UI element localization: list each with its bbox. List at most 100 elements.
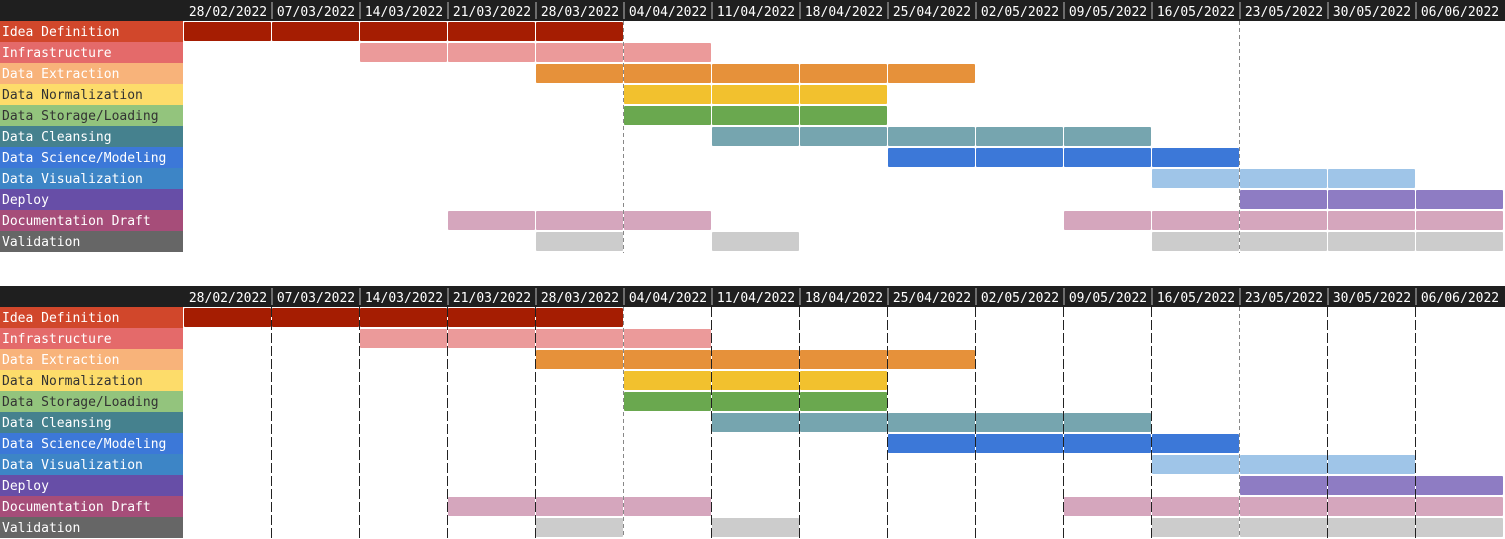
- chart2-date-label: 04/04/2022: [629, 291, 707, 306]
- chart1-task-bar: [536, 22, 623, 41]
- chart2-task-bar: [536, 308, 623, 327]
- chart2-task-label: Data Science/Modeling: [2, 437, 166, 452]
- chart1-task-bar: [1064, 127, 1151, 146]
- chart1-task-bar: [536, 43, 623, 62]
- gantt-chart-weekly: 28/02/2022 07/03/2022 14/03/2022 21/03/2022…: [0, 286, 1505, 539]
- chart2-task-label-bg: [0, 391, 183, 412]
- chart2-date-label: 14/03/2022: [365, 291, 443, 306]
- chart1-task-bar: [1328, 211, 1415, 230]
- chart1-task-bar: [1152, 232, 1239, 251]
- chart2-task-bar: [712, 350, 799, 369]
- chart2-task-bar: [800, 371, 887, 390]
- chart1-date-label: 30/05/2022: [1333, 5, 1411, 20]
- chart2-task-bar: [1152, 497, 1239, 516]
- chart1-task-bar: [1152, 148, 1239, 167]
- chart1-task-label: Infrastructure: [2, 46, 112, 61]
- chart2-task-bar: [624, 329, 711, 348]
- chart1-task-bar: [800, 106, 887, 125]
- chart1-date-label: 23/05/2022: [1245, 5, 1323, 20]
- chart2-task-bar: [1064, 434, 1151, 453]
- chart2-task-label: Documentation Draft: [2, 500, 151, 515]
- chart2-task-bar: [272, 308, 359, 327]
- chart2-task-label-bg: [0, 328, 183, 349]
- chart2-task-bar: [536, 329, 623, 348]
- chart1-task-bar: [800, 85, 887, 104]
- chart2-task-bar: [976, 434, 1063, 453]
- chart2-task-bar: [888, 350, 975, 369]
- chart1-date-label: 09/05/2022: [1069, 5, 1147, 20]
- chart2-task-bar: [888, 434, 975, 453]
- chart2-date-label: 02/05/2022: [981, 291, 1059, 306]
- chart1-task-bar: [272, 22, 359, 41]
- chart2-header-bar: [0, 286, 1505, 307]
- chart1-task-bar: [800, 64, 887, 83]
- chart2-task-bar: [624, 350, 711, 369]
- chart2-task-bar: [624, 371, 711, 390]
- chart2-task-bar: [888, 413, 975, 432]
- chart2-task-label: Deploy: [2, 479, 49, 494]
- chart1-task-bar: [1064, 211, 1151, 230]
- chart2-task-bar: [1152, 455, 1239, 474]
- chart2-task-bar: [624, 497, 711, 516]
- chart2-task-bar: [712, 413, 799, 432]
- chart1-task-bar: [712, 127, 799, 146]
- chart1-task-label-bg: [0, 231, 183, 252]
- chart2-task-bar: [536, 350, 623, 369]
- chart1-task-bar: [1416, 211, 1503, 230]
- chart2-task-bar: [448, 497, 535, 516]
- chart1-date-label: 04/04/2022: [629, 5, 707, 20]
- chart1-task-label: Documentation Draft: [2, 214, 151, 229]
- chart2-task-bar: [360, 329, 447, 348]
- chart1-task-bar: [1152, 211, 1239, 230]
- chart2-task-bar: [1240, 497, 1327, 516]
- chart2-task-bar: [712, 392, 799, 411]
- chart2-task-label-bg: [0, 307, 183, 328]
- chart2-task-bar: [800, 392, 887, 411]
- chart1-task-bar: [712, 106, 799, 125]
- chart2-task-bar: [712, 371, 799, 390]
- chart2-task-label-bg: [0, 475, 183, 496]
- chart1-date-label: 18/04/2022: [805, 5, 883, 20]
- chart2-task-bar: [1328, 518, 1415, 537]
- chart1-task-bar: [448, 43, 535, 62]
- chart1-task-bar: [1328, 190, 1415, 209]
- gantt-chart-monthly: 28/02/2022 07/03/2022 14/03/2022 21/03/2022…: [0, 0, 1505, 253]
- chart2-task-bar: [448, 308, 535, 327]
- chart2-task-bar: [976, 413, 1063, 432]
- chart1-task-bar: [1240, 169, 1327, 188]
- chart1-date-label: 11/04/2022: [717, 5, 795, 20]
- chart2-task-bar: [1152, 434, 1239, 453]
- chart2-task-bar: [536, 497, 623, 516]
- chart1-task-label-bg: [0, 105, 183, 126]
- chart1-task-bar: [184, 22, 271, 41]
- chart1-task-label-bg: [0, 126, 183, 147]
- chart2-task-bar: [1416, 476, 1503, 495]
- chart2-date-label: 07/03/2022: [277, 291, 355, 306]
- chart2-task-label: Data Visualization: [2, 458, 143, 473]
- chart1-task-bar: [448, 211, 535, 230]
- chart1-task-label: Data Science/Modeling: [2, 151, 166, 166]
- chart2-task-label-bg: [0, 349, 183, 370]
- chart1-task-bar: [1064, 148, 1151, 167]
- chart1-task-bar: [1240, 211, 1327, 230]
- chart2-task-bar: [800, 413, 887, 432]
- chart1-task-bar: [1240, 190, 1327, 209]
- chart1-date-label: 28/03/2022: [541, 5, 619, 20]
- chart2-task-bar: [712, 518, 799, 537]
- chart1-task-label: Data Extraction: [2, 67, 119, 82]
- chart2-task-label: Data Extraction: [2, 353, 119, 368]
- chart2-task-label-bg: [0, 433, 183, 454]
- chart2-date-label: 11/04/2022: [717, 291, 795, 306]
- chart1-task-bar: [712, 64, 799, 83]
- chart2-task-bar: [1240, 455, 1327, 474]
- chart1-task-label: Data Cleansing: [2, 130, 112, 145]
- chart1-date-label: 07/03/2022: [277, 5, 355, 20]
- chart2-task-bar: [448, 329, 535, 348]
- chart2-date-label: 28/02/2022: [189, 291, 267, 306]
- chart2-task-label-bg: [0, 412, 183, 433]
- chart1-task-bar: [624, 211, 711, 230]
- chart1-task-bar: [800, 127, 887, 146]
- chart2-task-bar: [536, 518, 623, 537]
- chart1-date-label: 28/02/2022: [189, 5, 267, 20]
- chart1-task-label: Data Storage/Loading: [2, 109, 159, 124]
